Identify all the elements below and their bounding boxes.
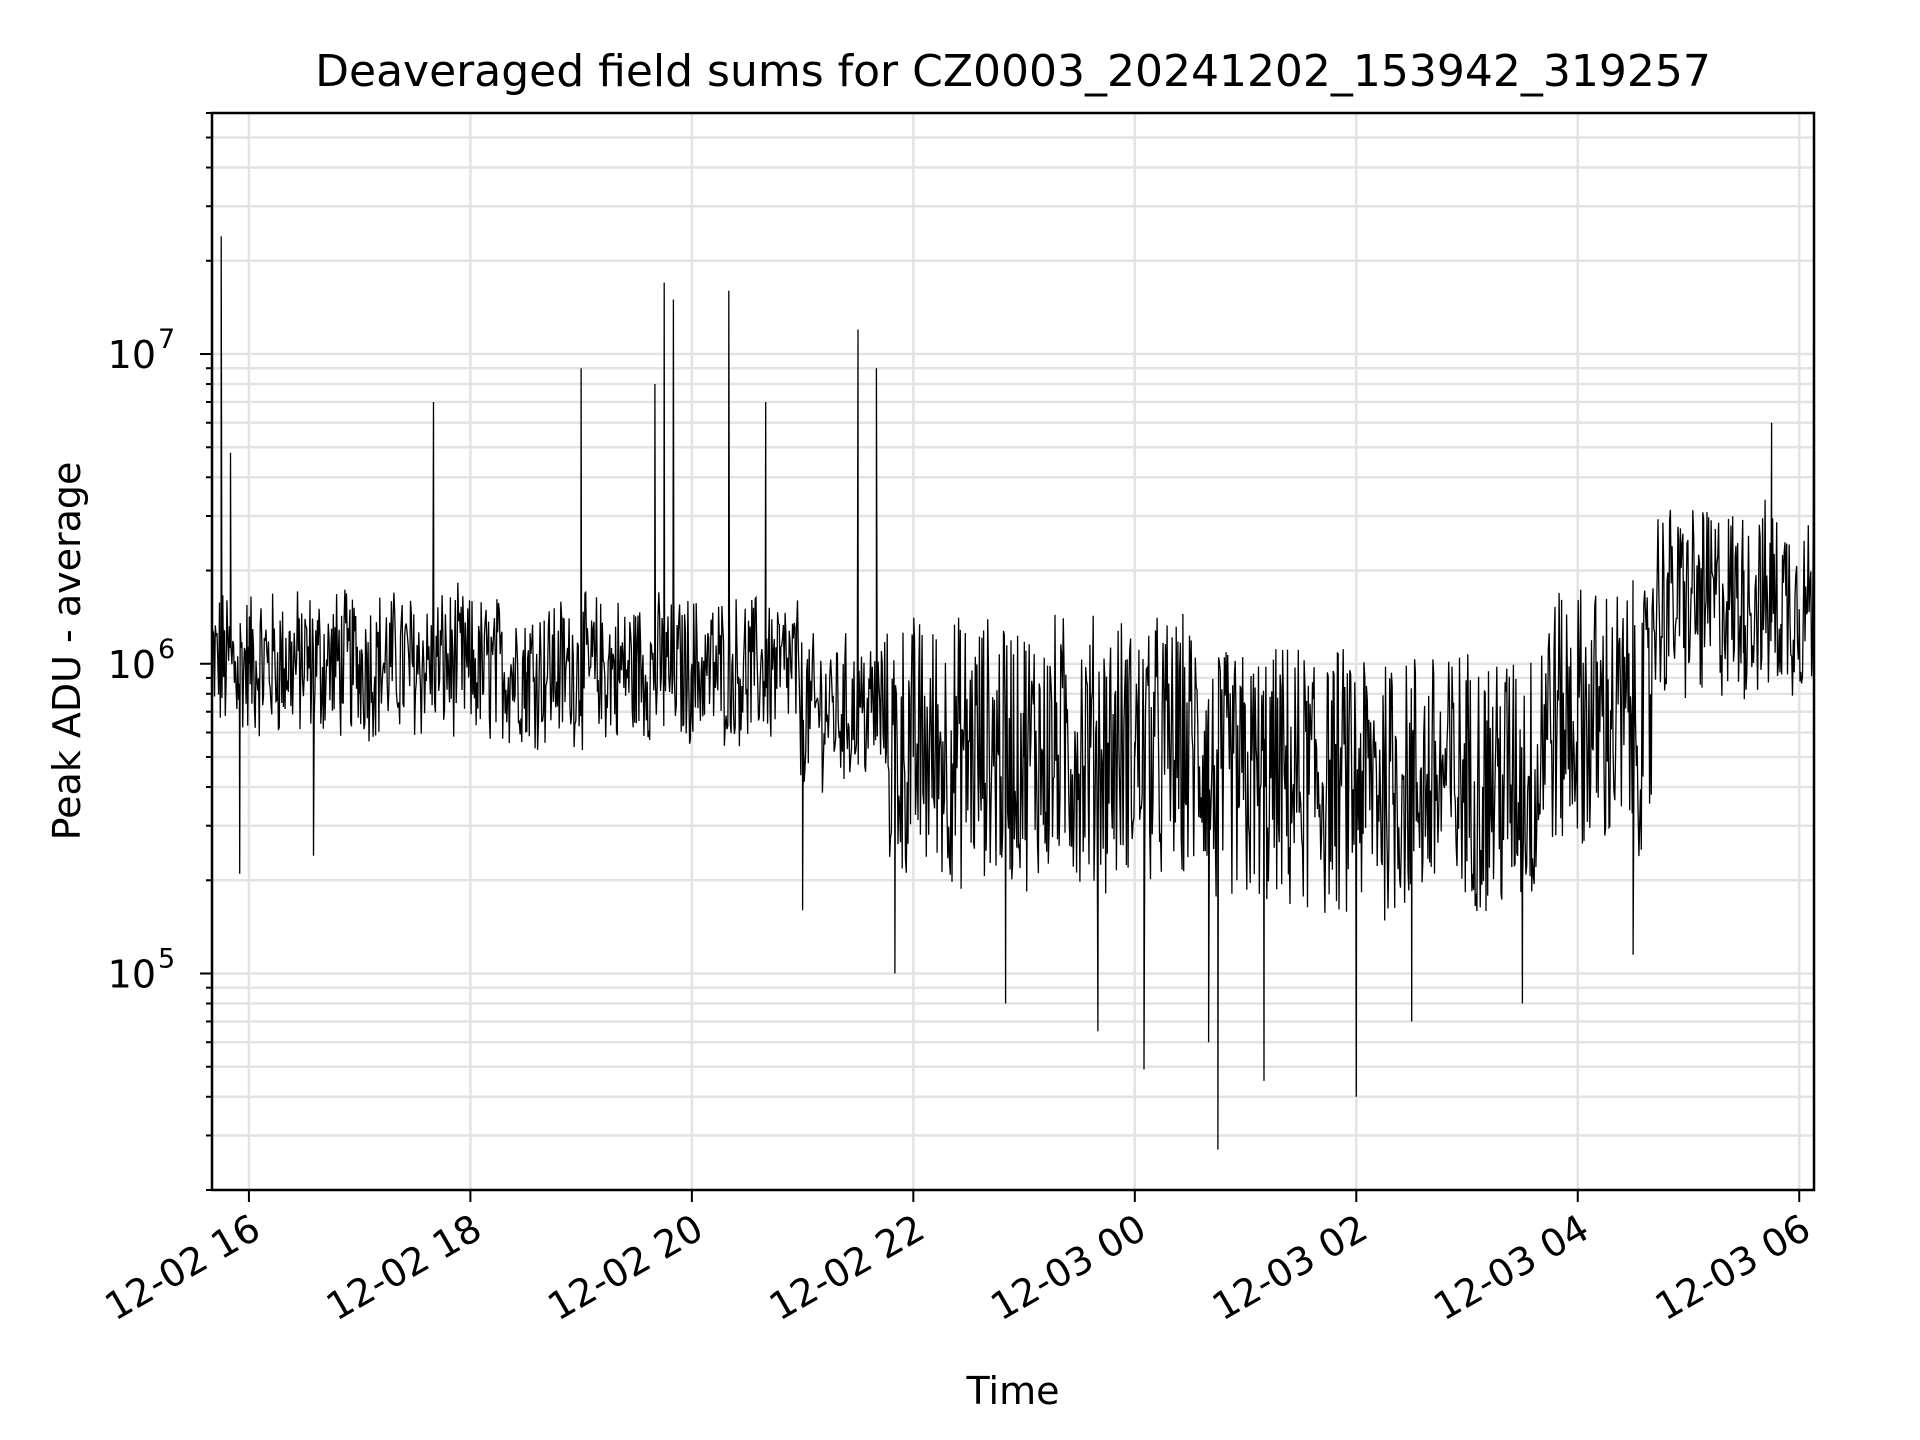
y-tick-label: 10 [108, 333, 156, 377]
plot-frame [210, 111, 1816, 1192]
y-tick-label: 10 [108, 953, 156, 997]
series-line [211, 167, 1815, 1150]
y-axis-label: Peak ADU - average [45, 462, 89, 841]
y-tick-exponent: 6 [158, 634, 175, 665]
x-axis-label: Time [966, 1369, 1060, 1413]
y-tick-label: 10 [108, 643, 156, 687]
y-tick-exponent: 5 [158, 944, 175, 975]
chart-title: Deaveraged field sums for CZ0003_2024120… [315, 46, 1711, 97]
y-tick-exponent: 7 [158, 324, 175, 355]
series-line-group [211, 167, 1815, 1150]
